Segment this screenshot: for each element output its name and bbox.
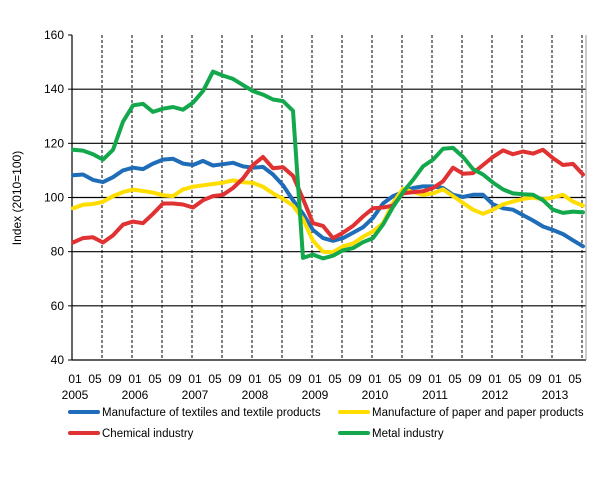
x-tick-label: 09 bbox=[468, 372, 482, 386]
y-axis-label: Index (2010=100) bbox=[10, 151, 24, 245]
y-tick-label: 40 bbox=[51, 353, 65, 367]
y-tick-label: 60 bbox=[51, 299, 65, 313]
x-tick-label: 09 bbox=[108, 372, 122, 386]
grid bbox=[71, 35, 587, 361]
x-tick-label: 01 bbox=[548, 372, 562, 386]
y-tick-label: 100 bbox=[44, 191, 64, 205]
x-year-label: 2005 bbox=[62, 388, 89, 402]
legend: Manufacture of textiles and textile prod… bbox=[68, 407, 584, 440]
x-tick-label: 01 bbox=[128, 372, 142, 386]
x-tick-label: 01 bbox=[488, 372, 502, 386]
x-tick-label: 09 bbox=[408, 372, 422, 386]
x-tick-label: 05 bbox=[508, 372, 522, 386]
x-tick-label: 01 bbox=[68, 372, 82, 386]
x-tick-label: 05 bbox=[388, 372, 402, 386]
x-year-label: 2012 bbox=[482, 388, 509, 402]
x-tick-label: 05 bbox=[148, 372, 162, 386]
x-year-label: 2007 bbox=[182, 388, 209, 402]
x-tick-label: 05 bbox=[208, 372, 222, 386]
x-tick-label: 01 bbox=[308, 372, 322, 386]
x-tick-label: 05 bbox=[448, 372, 462, 386]
legend-label: Metal industry bbox=[372, 428, 444, 440]
x-tick-label: 09 bbox=[348, 372, 362, 386]
y-tick-label: 120 bbox=[44, 136, 64, 150]
x-tick-label: 05 bbox=[268, 372, 282, 386]
x-year-label: 2013 bbox=[542, 388, 569, 402]
x-year-label: 2011 bbox=[422, 388, 448, 402]
x-tick-label: 09 bbox=[528, 372, 542, 386]
series-line-metal-industry bbox=[71, 69, 585, 261]
x-tick-label: 01 bbox=[428, 372, 442, 386]
x-year-label: 2006 bbox=[122, 388, 149, 402]
series-line-manufacture-of-paper-and-paper-products bbox=[71, 178, 585, 255]
x-year-label: 2008 bbox=[242, 388, 269, 402]
y-tick-label: 80 bbox=[51, 245, 65, 259]
y-tick-label: 140 bbox=[44, 82, 64, 96]
series-line-chemical-industry bbox=[71, 147, 585, 245]
series-lines bbox=[71, 69, 585, 261]
x-tick-label: 01 bbox=[368, 372, 382, 386]
x-axis: 01 2005 05 09 01 2006 05 09 01 2007 05 09 01 2008 05 09… bbox=[62, 372, 582, 402]
y-tick-label: 160 bbox=[44, 28, 64, 42]
legend-label: Manufacture of paper and paper products bbox=[372, 407, 584, 419]
x-tick-label: 01 bbox=[248, 372, 262, 386]
x-year-label: 2009 bbox=[302, 388, 329, 402]
x-tick-label: 05 bbox=[88, 372, 102, 386]
x-tick-label: 09 bbox=[228, 372, 242, 386]
x-tick-label: 01 bbox=[188, 372, 202, 386]
x-tick-label: 09 bbox=[168, 372, 182, 386]
x-tick-label: 05 bbox=[568, 372, 582, 386]
x-tick-label: 09 bbox=[288, 372, 302, 386]
y-axis: 40 60 80 100 120 140 160 bbox=[44, 28, 72, 367]
legend-label: Manufacture of textiles and textile prod… bbox=[102, 407, 321, 419]
legend-label: Chemical industry bbox=[102, 428, 194, 440]
x-year-label: 2010 bbox=[362, 388, 389, 402]
x-tick-label: 05 bbox=[328, 372, 342, 386]
